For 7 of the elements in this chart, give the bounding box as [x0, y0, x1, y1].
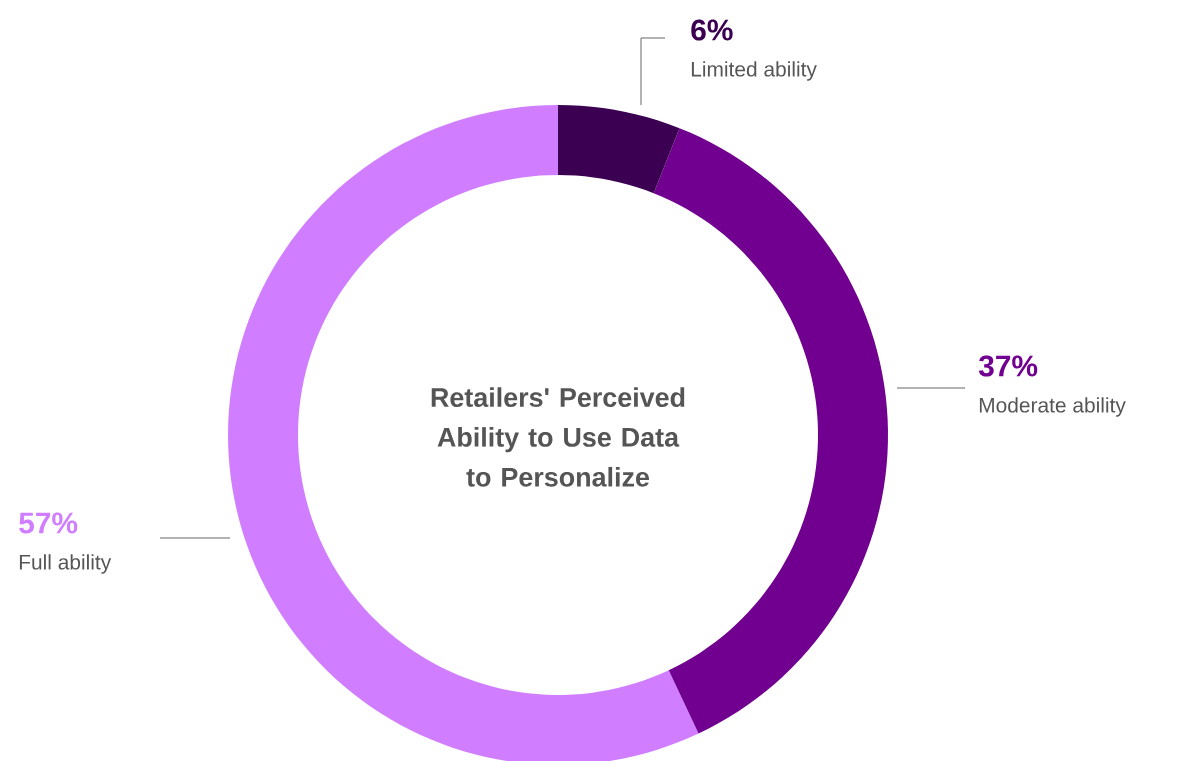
slice-label: Full ability: [19, 554, 112, 574]
slice-label: Moderate ability: [979, 397, 1126, 417]
data-label: 37%: [978, 355, 1038, 377]
text: Retailers' Perceived Ability to Use Data to Personalize: [431, 387, 685, 487]
slice-label: Limited ability: [691, 61, 817, 81]
data-label: 57%: [19, 512, 78, 534]
data-label: 6%: [691, 19, 733, 41]
